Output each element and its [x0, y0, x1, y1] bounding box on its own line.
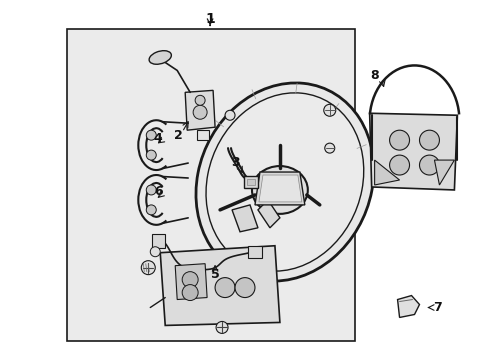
Polygon shape	[175, 264, 207, 300]
Ellipse shape	[224, 110, 235, 120]
Ellipse shape	[419, 155, 439, 175]
Polygon shape	[232, 205, 258, 232]
Polygon shape	[258, 200, 279, 228]
Ellipse shape	[216, 321, 227, 333]
Polygon shape	[259, 175, 301, 202]
Ellipse shape	[195, 95, 204, 105]
Bar	[247, 246, 262, 258]
Ellipse shape	[182, 272, 198, 288]
Polygon shape	[397, 296, 419, 318]
Ellipse shape	[141, 261, 155, 275]
Polygon shape	[254, 172, 304, 205]
Bar	[152, 234, 165, 248]
Polygon shape	[369, 113, 456, 190]
Ellipse shape	[324, 143, 334, 153]
Ellipse shape	[419, 130, 439, 150]
Polygon shape	[197, 130, 209, 140]
Ellipse shape	[389, 130, 408, 150]
Text: 7: 7	[432, 301, 441, 314]
Ellipse shape	[196, 83, 373, 281]
Ellipse shape	[146, 205, 156, 215]
Ellipse shape	[323, 104, 335, 116]
Ellipse shape	[146, 185, 156, 195]
Text: 3: 3	[230, 156, 239, 168]
Ellipse shape	[146, 130, 156, 140]
Bar	[246, 179, 254, 185]
Polygon shape	[374, 160, 399, 185]
Text: 5: 5	[210, 268, 219, 281]
Ellipse shape	[193, 105, 207, 119]
Ellipse shape	[235, 278, 254, 298]
Text: 1: 1	[205, 12, 215, 26]
Ellipse shape	[146, 150, 156, 160]
Text: 4: 4	[154, 132, 163, 145]
Ellipse shape	[149, 51, 171, 64]
Text: 8: 8	[369, 69, 378, 82]
Bar	[244, 176, 258, 188]
Text: 2: 2	[173, 129, 182, 142]
Polygon shape	[160, 246, 279, 325]
Bar	[66, 28, 354, 341]
Text: 6: 6	[154, 185, 162, 198]
Polygon shape	[433, 160, 453, 185]
Polygon shape	[185, 90, 215, 130]
Ellipse shape	[150, 247, 160, 257]
Ellipse shape	[182, 285, 198, 301]
Ellipse shape	[215, 278, 235, 298]
Ellipse shape	[251, 166, 307, 214]
Ellipse shape	[205, 93, 363, 271]
Ellipse shape	[389, 155, 408, 175]
